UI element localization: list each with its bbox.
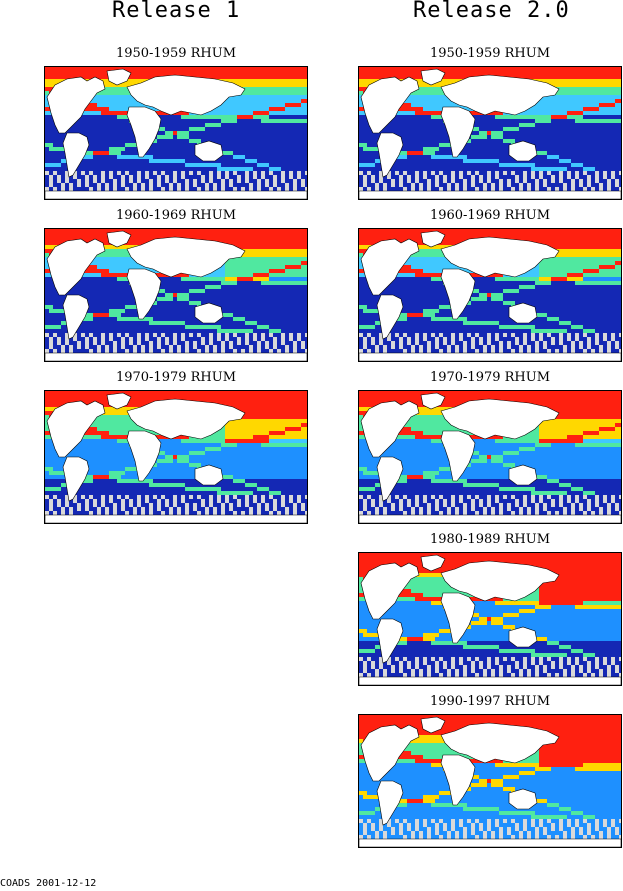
panel-title: 1960-1969 RHUM bbox=[115, 208, 237, 223]
landmasses bbox=[359, 392, 621, 523]
density-map bbox=[359, 391, 621, 523]
panel-title: 1970-1979 RHUM bbox=[429, 370, 551, 385]
density-map bbox=[359, 229, 621, 361]
column-title-release-1: Release 1 bbox=[112, 0, 241, 23]
map-plot bbox=[44, 66, 308, 200]
map-plot bbox=[44, 390, 308, 524]
density-map bbox=[359, 553, 621, 685]
density-map bbox=[359, 67, 621, 199]
density-map bbox=[45, 391, 307, 523]
panel-title: 1950-1959 RHUM bbox=[429, 46, 551, 61]
landmasses bbox=[359, 68, 621, 199]
column-title-release-2: Release 2.0 bbox=[413, 0, 570, 23]
landmasses bbox=[45, 230, 307, 361]
landmasses bbox=[359, 230, 621, 361]
panel-title: 1970-1979 RHUM bbox=[115, 370, 237, 385]
landmasses bbox=[359, 554, 621, 685]
landmasses bbox=[45, 68, 307, 199]
landmasses bbox=[45, 392, 307, 523]
density-map bbox=[45, 229, 307, 361]
panel-title: 1960-1969 RHUM bbox=[429, 208, 551, 223]
map-plot bbox=[44, 228, 308, 362]
density-map bbox=[359, 715, 621, 847]
map-plot bbox=[358, 66, 622, 200]
map-plot bbox=[358, 714, 622, 848]
landmasses bbox=[359, 716, 621, 847]
map-plot bbox=[358, 390, 622, 524]
panel-title: 1950-1959 RHUM bbox=[115, 46, 237, 61]
map-plot bbox=[358, 552, 622, 686]
density-map bbox=[45, 67, 307, 199]
map-plot bbox=[358, 228, 622, 362]
panel-title: 1990-1997 RHUM bbox=[429, 694, 551, 709]
panel-title: 1980-1989 RHUM bbox=[429, 532, 551, 547]
footer-label: COADS 2001-12-12 bbox=[0, 878, 97, 889]
